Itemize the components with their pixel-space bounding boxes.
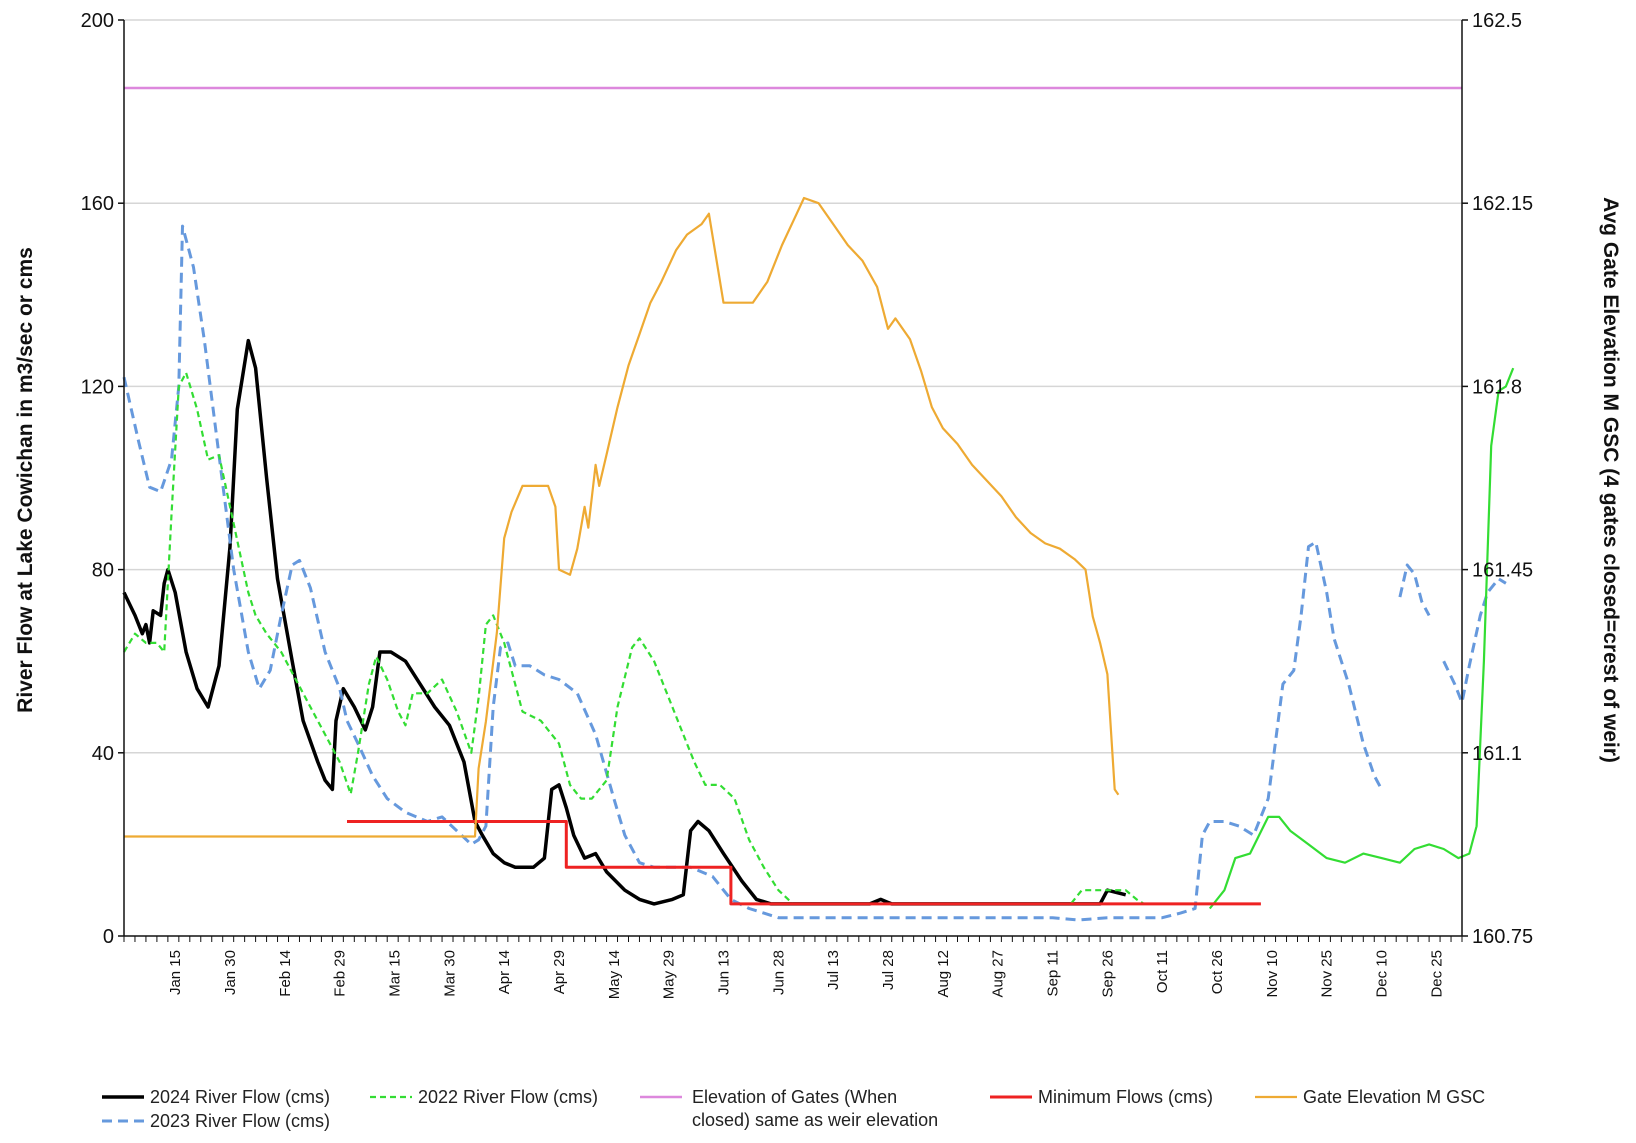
x-tick-label: Dec 10	[1374, 950, 1391, 998]
y2-tick-label: 162.15	[1472, 193, 1533, 215]
series-line	[1442, 577, 1507, 704]
x-tick-label: Jul 28	[880, 950, 897, 990]
x-tick-label: Sep 11	[1045, 950, 1062, 996]
y2-tick-label: 161.45	[1472, 560, 1533, 582]
data-series	[122, 86, 1515, 922]
x-tick-label: Jul 13	[825, 950, 842, 990]
x-tick-label: Mar 30	[441, 950, 458, 997]
series-line	[123, 371, 1145, 905]
legend-label: Gate Elevation M GSC	[1303, 1087, 1485, 1107]
x-tick-label: Nov 25	[1319, 950, 1336, 998]
y2-axis-title: Avg Gate Elevation M GSC (4 gates closed…	[1599, 197, 1622, 763]
legend-label: 2023 River Flow (cms)	[150, 1111, 330, 1131]
x-tick-label: Feb 29	[332, 950, 349, 997]
x-tick-label: Jan 30	[222, 950, 239, 995]
x-tick-label: Jan 15	[167, 950, 184, 995]
y2-tick-label: 161.1	[1472, 743, 1522, 765]
x-tick-label: Mar 15	[387, 950, 404, 997]
legend-item: Minimum Flows (cms)	[990, 1087, 1213, 1107]
x-tick-label: Oct 11	[1154, 950, 1171, 993]
x-tick-label: Oct 26	[1209, 950, 1226, 994]
x-tick-label: Feb 14	[277, 950, 294, 997]
legend-item: 2022 River Flow (cms)	[370, 1087, 598, 1107]
x-tick-label: May 29	[661, 950, 678, 999]
y2-tick-label: 162.5	[1472, 10, 1522, 32]
legend-item: Gate Elevation M GSC	[1255, 1087, 1485, 1107]
axes	[118, 19, 1468, 942]
legend-label: 2022 River Flow (cms)	[418, 1087, 598, 1107]
series-line	[124, 196, 1120, 838]
y2-tick-label: 161.8	[1472, 376, 1522, 398]
y-tick-label: 200	[81, 10, 114, 32]
tick-labels: 0 40 80 120 160 200 160.75 161.1 161.45 161.8 162.…	[81, 10, 1534, 999]
legend-item: 2023 River Flow (cms)	[102, 1111, 330, 1131]
series-line	[1208, 367, 1515, 910]
series-line	[1398, 563, 1431, 617]
legend-label: Minimum Flows (cms)	[1038, 1087, 1213, 1107]
x-tick-label: Aug 12	[935, 950, 952, 998]
gridlines	[124, 19, 1462, 754]
y-tick-label: 120	[81, 376, 114, 398]
legend-label: 2024 River Flow (cms)	[150, 1087, 330, 1107]
y-tick-label: 0	[103, 926, 114, 948]
x-tick-label: Apr 29	[551, 950, 568, 994]
x-tick-label: Apr 14	[496, 950, 513, 994]
y-axis-title: River Flow at Lake Cowichan in m3/sec or…	[14, 247, 37, 713]
x-tick-label: Nov 10	[1264, 950, 1281, 998]
legend: 2024 River Flow (cms) 2023 River Flow (cm…	[102, 1087, 1485, 1131]
x-tick-label: May 14	[606, 950, 623, 999]
legend-item: Elevation of Gates (When closed) same as …	[640, 1087, 938, 1130]
legend-item: 2024 River Flow (cms)	[102, 1087, 330, 1107]
series-line	[122, 338, 1127, 906]
legend-label: Elevation of Gates (When	[692, 1087, 897, 1107]
y-tick-label: 80	[92, 560, 114, 582]
x-tick-label: Jun 13	[716, 950, 733, 995]
series-line	[347, 820, 1261, 906]
x-tick-label: Aug 27	[990, 950, 1007, 998]
x-tick-label: Sep 26	[1099, 950, 1116, 998]
legend-label: closed) same as weir elevation	[692, 1110, 938, 1130]
x-tick-label: Jun 28	[770, 950, 787, 995]
y-tick-label: 40	[92, 743, 114, 765]
y2-tick-label: 160.75	[1472, 926, 1533, 948]
series-line	[122, 224, 1383, 922]
x-tick-label: Dec 25	[1428, 950, 1445, 998]
y-tick-label: 160	[81, 193, 114, 215]
